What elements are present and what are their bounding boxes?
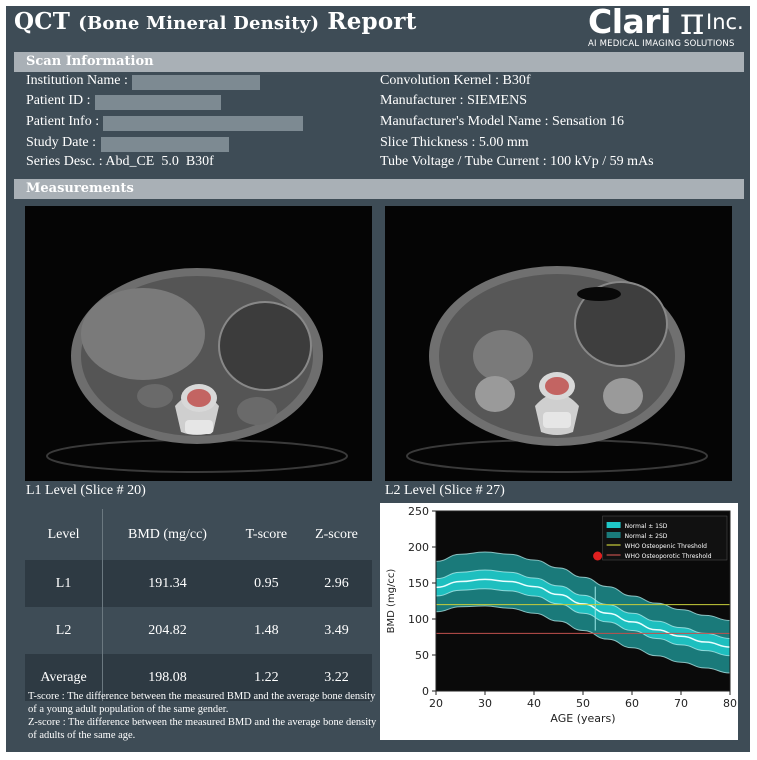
legend-box [602,515,728,561]
col-level: Level [25,509,104,560]
sd-line [435,551,731,621]
x-tick-label: 30 [478,697,492,710]
score-notes: T-score : The difference between the mea… [28,690,378,742]
zscore-note: Z-score : The difference between the mea… [28,717,377,741]
study-date-label: Study Date : [26,135,96,150]
y-tick-label: 250 [408,505,429,518]
logo-brand: Clari [588,2,671,41]
manufacturer-field: Manufacturer : SIEMENS [380,93,527,108]
legend-label: Normal ± 1SD [625,523,668,530]
cell-bmd: 204.82 [148,622,187,638]
table-header-row: Level BMD (mg/cc) T-score Z-score [25,509,372,560]
x-tick-label: 20 [429,697,443,710]
cell-bmd: 198.08 [148,669,187,685]
bmd-age-chart: 20 30 40 50 60 70 80 0 50 100 150 200 250 AGE (years)… [380,503,738,740]
x-axis-label: AGE (years) [550,712,615,725]
logo-pi: π [680,0,705,43]
slice-thickness-field: Slice Thickness : 5.00 mm [380,135,529,150]
legend-label: WHO Osteopenic Threshold [625,543,708,550]
cell-zscore: 2.96 [324,575,349,591]
sd-line [435,569,731,639]
patient-info-redacted [103,116,303,131]
cell-tscore: 1.48 [254,622,279,638]
legend-label: WHO Osteoporotic Threshold [625,553,712,560]
institution-name-redacted [132,75,260,90]
cell-zscore: 3.49 [324,622,349,638]
y-tick-label: 0 [422,685,429,698]
ct-image-l1 [25,206,372,481]
caption-l1: L1 Level (Slice # 20) [26,483,146,498]
cell-tscore: 1.22 [254,669,279,685]
legend-swatch [606,532,621,538]
table-row: L2 204.82 1.48 3.49 [25,607,372,654]
table-row: Average 198.08 1.22 3.22 [25,654,372,701]
table-row: L1 191.34 0.95 2.96 [25,560,372,607]
cell-zscore: 3.22 [324,669,349,685]
x-tick-label: 80 [723,697,737,710]
col-bmd: BMD (mg/cc) [128,526,207,542]
patient-id-label: Patient ID : [26,93,91,108]
y-tick-label: 50 [415,649,429,662]
logo-inc: Inc. [706,10,744,34]
series-desc-field: Series Desc. : Abd_CE 5.0 B30f [26,154,214,169]
legend-swatch [606,522,621,528]
logo-tagline: AI MEDICAL IMAGING SOLUTIONS [588,39,735,49]
ct-image-l2 [385,206,732,481]
y-tick-label: 100 [408,613,429,626]
cell-tscore: 0.95 [254,575,279,591]
y-tick-label: 150 [408,577,429,590]
col-tscore: T-score [245,526,288,542]
patient-id-redacted [95,95,221,110]
col-zscore: Z-score [315,526,358,542]
company-logo: Clari π Inc. AI MEDICAL IMAGING SOLUTION… [588,0,746,50]
cell-level: L1 [25,560,104,607]
scan-info-header: Scan Information [14,52,744,72]
x-tick-label: 50 [576,697,590,710]
caption-l2: L2 Level (Slice # 27) [385,483,505,498]
y-axis-label: BMD (mg/cc) [386,569,397,634]
cell-bmd: 191.34 [148,575,187,591]
bmd-chart-svg: 20 30 40 50 60 70 80 0 50 100 150 200 250 AGE (years)… [386,505,737,725]
tscore-note: T-score : The difference between the mea… [28,691,376,715]
legend-label: Normal ± 2SD [625,533,668,540]
mean-line [435,578,731,648]
cell-level: Average [25,654,104,701]
bmd-table: Level BMD (mg/cc) T-score Z-score L1 191… [25,509,372,701]
study-date-redacted [101,137,229,152]
x-tick-label: 40 [527,697,541,710]
report-title: QCT (Bone Mineral Density) Report [14,8,417,35]
patient-marker [593,551,603,561]
patient-info-label: Patient Info : [26,114,100,129]
measurements-header: Measurements [14,179,744,199]
sd-line [435,588,731,657]
x-tick-label: 70 [674,697,688,710]
tube-voltage-field: Tube Voltage / Tube Current : 100 kVp / … [380,154,654,169]
institution-name-label: Institution Name : [26,73,128,88]
sd-line [435,605,731,674]
convolution-kernel-field: Convolution Kernel : B30f [380,73,531,88]
cell-level: L2 [25,607,104,654]
model-name-field: Manufacturer's Model Name : Sensation 16 [380,114,624,129]
x-tick-label: 60 [625,697,639,710]
y-tick-label: 200 [408,541,429,554]
